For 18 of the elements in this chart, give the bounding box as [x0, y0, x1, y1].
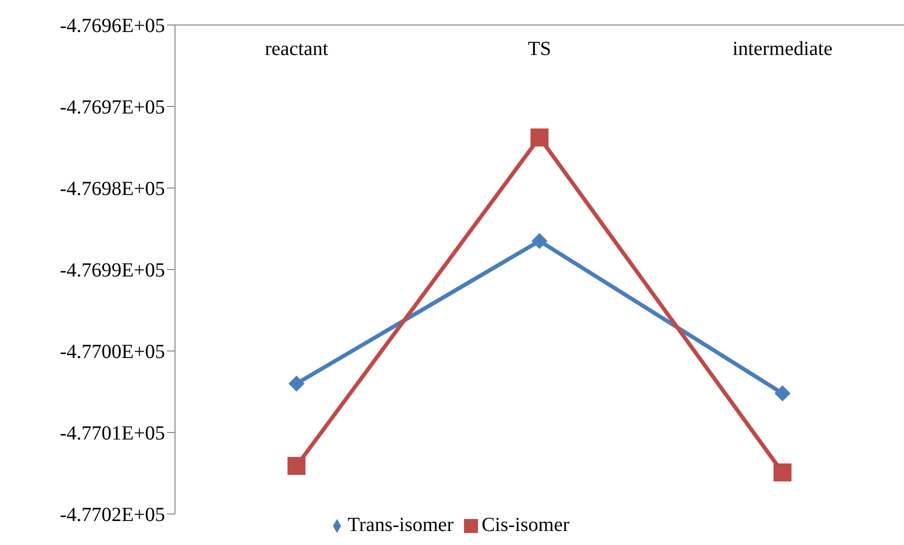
- point: [288, 456, 306, 475]
- y-tick-label: -4.7697E+05: [60, 96, 165, 119]
- legend-label: Cis-isomer: [482, 514, 570, 536]
- point: [774, 385, 790, 402]
- x-tick-label: intermediate: [732, 38, 833, 60]
- y-tick-label: -4.7696E+05: [60, 15, 165, 38]
- legend-label: Trans-isomer: [348, 514, 454, 536]
- x-tick-label: reactant: [264, 38, 329, 60]
- y-tick-label: -4.7700E+05: [60, 341, 165, 364]
- y-tick-label: -4.7702E+05: [60, 504, 165, 526]
- point: [774, 463, 792, 482]
- x-tick-label: TS: [528, 38, 552, 60]
- point: [288, 376, 304, 392]
- point: [532, 232, 548, 249]
- y-tick-label: -4.7698E+05: [60, 178, 165, 200]
- y-tick-label: -4.7699E+05: [60, 260, 165, 282]
- y-tick-label: -4.7701E+05: [60, 422, 165, 445]
- point: [530, 128, 548, 146]
